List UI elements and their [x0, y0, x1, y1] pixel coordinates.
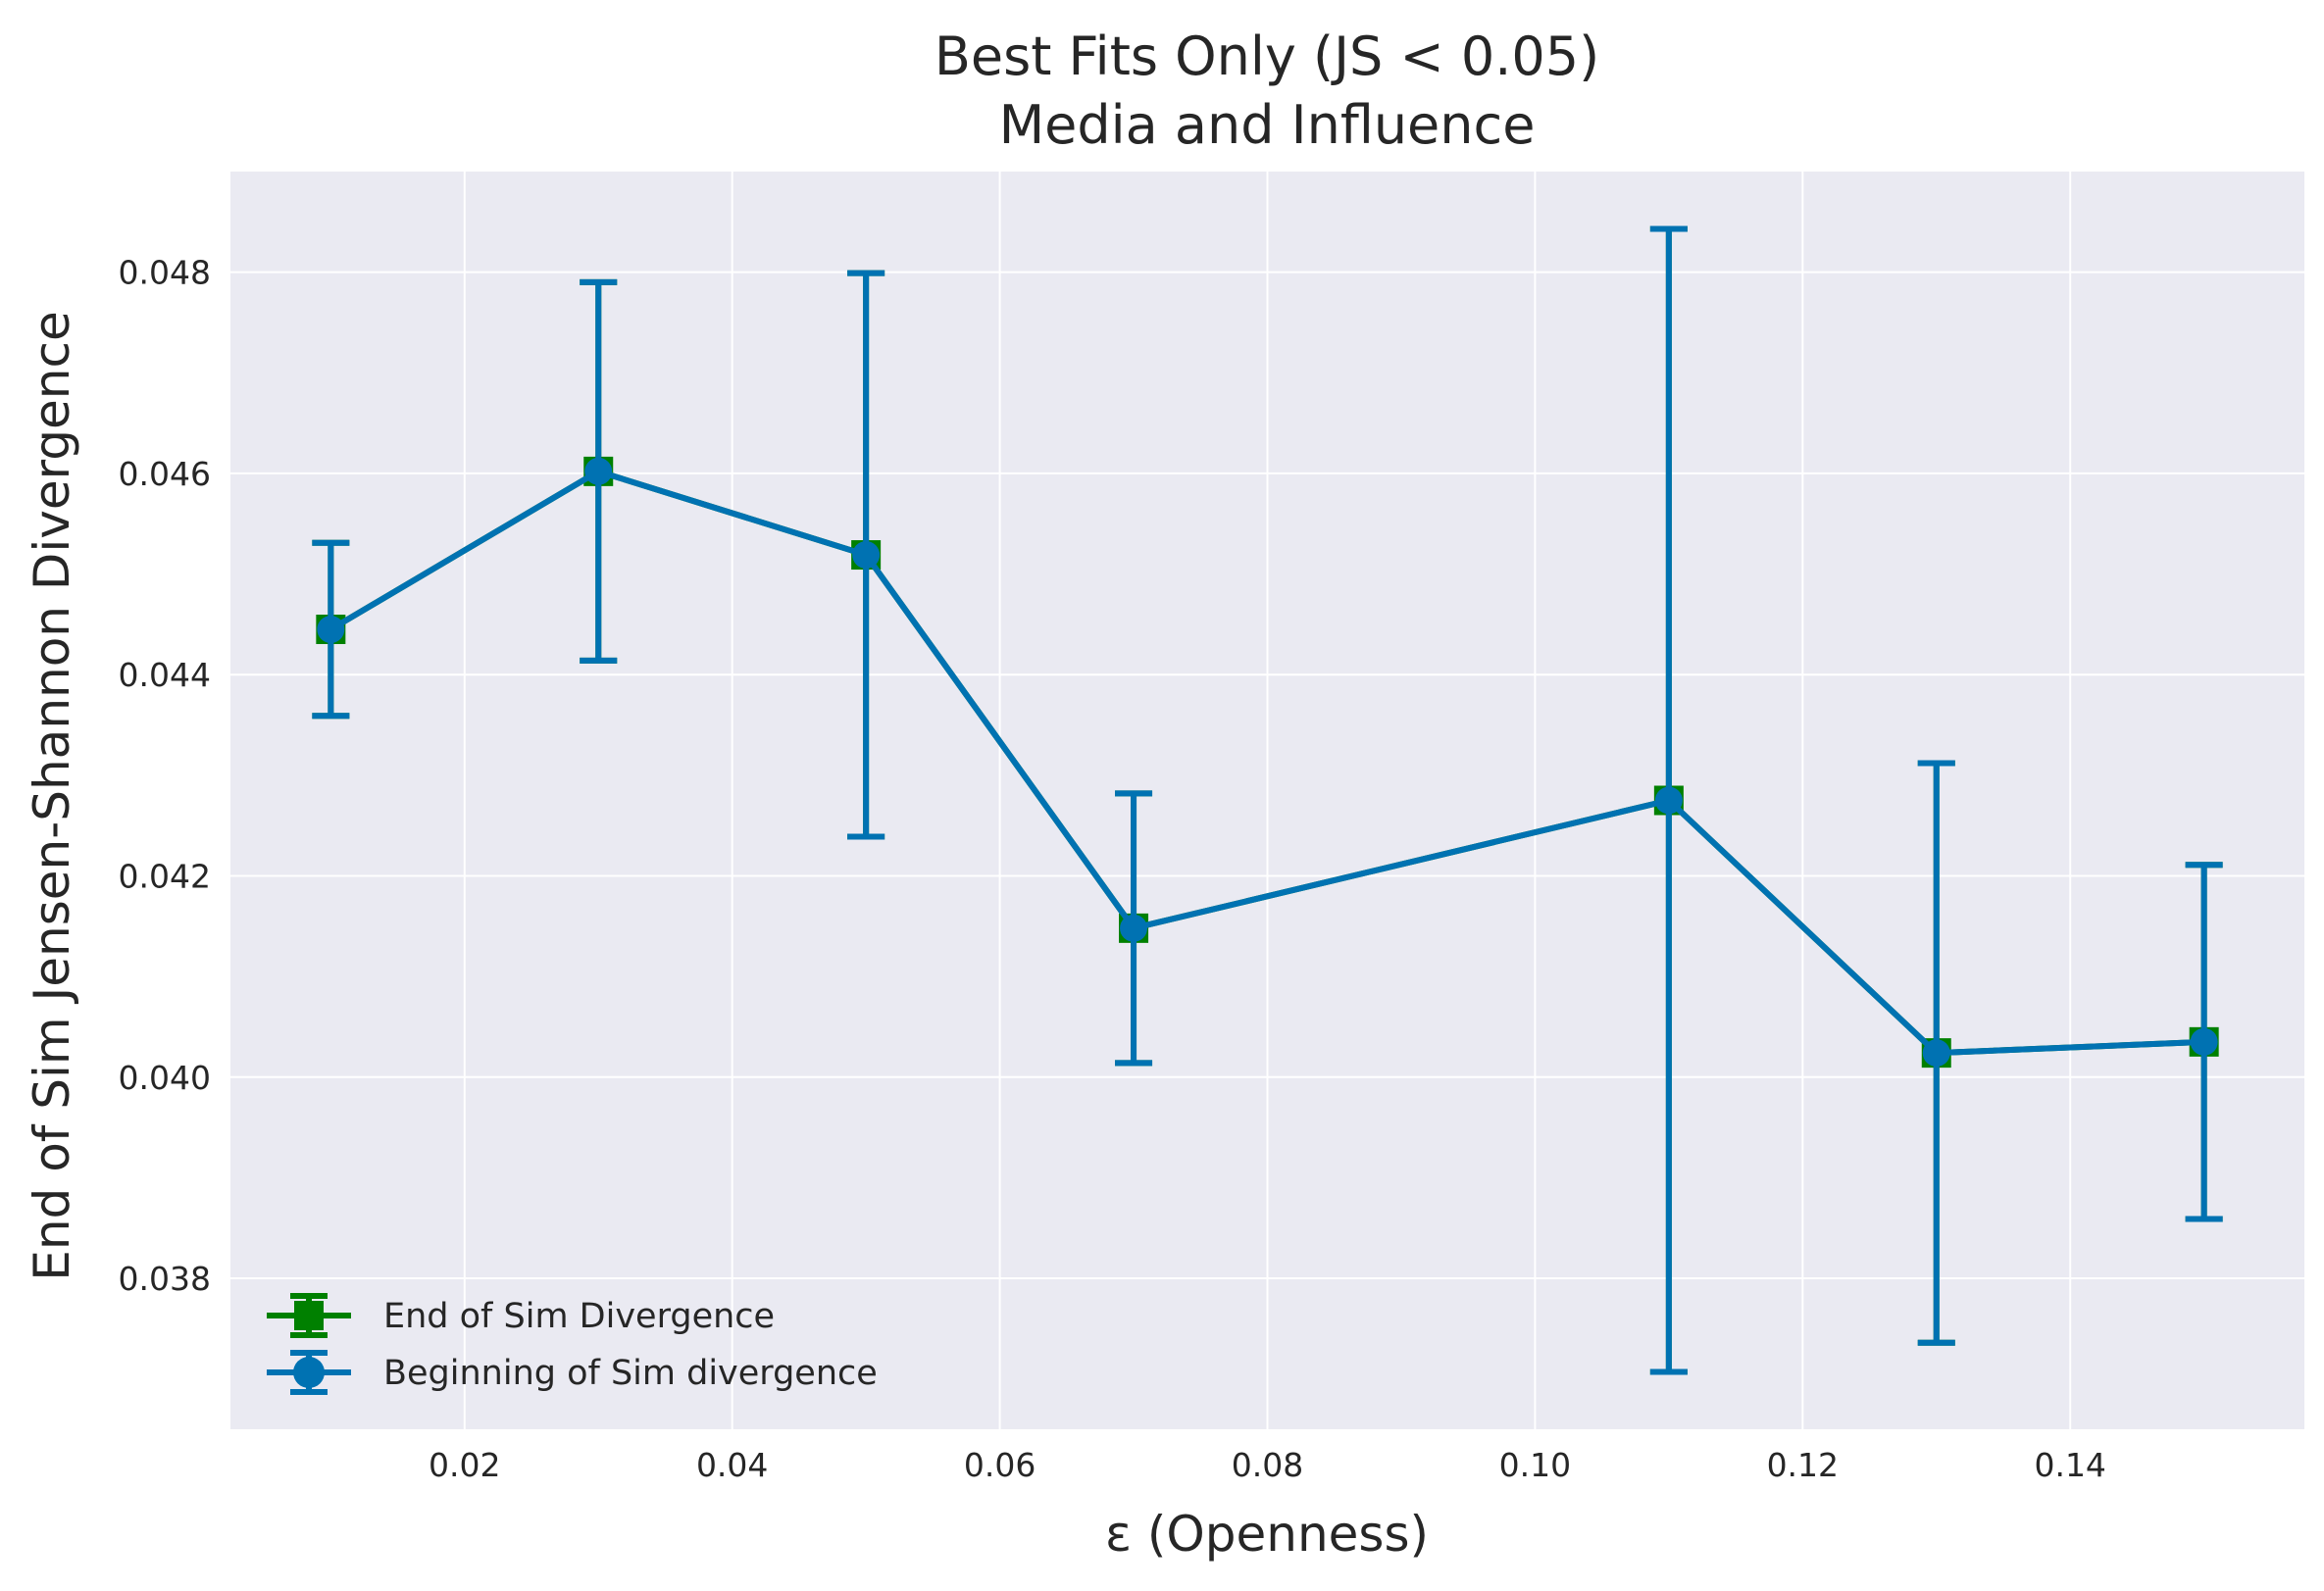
data-point-circle: [584, 457, 613, 485]
x-tick-label: 0.08: [1232, 1446, 1303, 1484]
legend-item-end-of-sim: End of Sim Divergence: [267, 1293, 775, 1338]
chart-subtitle: Media and Influence: [999, 94, 1536, 156]
data-point-circle: [1654, 786, 1683, 815]
y-tick-label: 0.042: [119, 857, 211, 895]
data-point-circle: [2190, 1027, 2218, 1056]
x-tick-label: 0.10: [1499, 1446, 1571, 1484]
data-point-circle: [317, 616, 345, 644]
y-tick-label: 0.044: [119, 656, 211, 694]
y-tick-label: 0.046: [119, 455, 211, 493]
series-layer: [312, 225, 2223, 1375]
y-axis-label: End of Sim Jensen-Shannon Divergence: [24, 311, 80, 1280]
legend-marker-circle: [293, 1357, 325, 1388]
legend-label-beginning-of-sim: Beginning of Sim divergence: [383, 1354, 878, 1393]
legend: End of Sim Divergence Beginning of Sim d…: [267, 1293, 878, 1395]
x-tick-label: 0.14: [2034, 1446, 2105, 1484]
series-beginning-of-sim: [312, 225, 2223, 1375]
x-tick-label: 0.02: [429, 1446, 500, 1484]
grid-lines: [230, 172, 2304, 1429]
y-tick-label: 0.038: [119, 1260, 211, 1298]
data-point-circle: [1922, 1039, 1950, 1068]
tick-labels: 0.02 0.04 0.06 0.08 0.10 0.12 0.14 0.038 0.040 0.…: [119, 254, 2106, 1484]
chart-title: Best Fits Only (JS < 0.05): [935, 25, 1599, 87]
data-point-circle: [1120, 914, 1148, 942]
data-point-circle: [852, 541, 881, 570]
legend-item-beginning-of-sim: Beginning of Sim divergence: [267, 1350, 878, 1395]
legend-marker-square: [294, 1301, 324, 1330]
x-tick-label: 0.06: [964, 1446, 1036, 1484]
x-axis-label: ε (Openness): [1105, 1506, 1429, 1563]
x-tick-label: 0.04: [696, 1446, 768, 1484]
y-tick-label: 0.040: [119, 1059, 211, 1097]
legend-label-end-of-sim: End of Sim Divergence: [383, 1297, 775, 1336]
y-tick-label: 0.048: [119, 254, 211, 292]
x-tick-label: 0.12: [1767, 1446, 1839, 1484]
